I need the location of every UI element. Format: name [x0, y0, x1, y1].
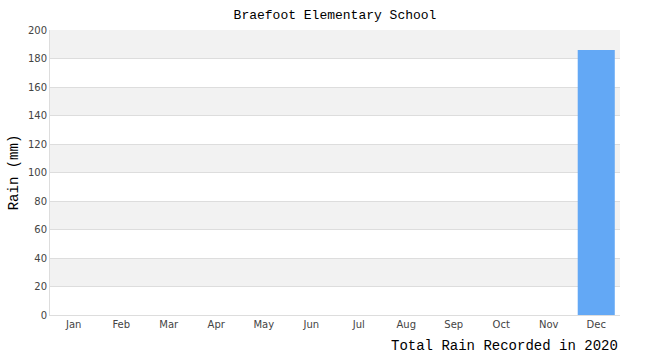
svg-text:40: 40 [34, 253, 47, 264]
svg-text:Oct: Oct [493, 319, 510, 330]
svg-text:Apr: Apr [208, 319, 226, 330]
svg-text:Aug: Aug [396, 319, 416, 330]
svg-text:180: 180 [28, 53, 47, 64]
svg-text:Braefoot Elementary School: Braefoot Elementary School [234, 8, 437, 23]
svg-text:120: 120 [28, 139, 47, 150]
svg-text:May: May [253, 319, 274, 330]
svg-text:100: 100 [28, 167, 47, 178]
svg-text:20: 20 [34, 281, 47, 292]
svg-text:Nov: Nov [539, 319, 559, 330]
svg-text:Feb: Feb [112, 319, 130, 330]
svg-text:200: 200 [28, 25, 47, 36]
svg-text:Dec: Dec [587, 319, 606, 330]
svg-text:Mar: Mar [159, 319, 179, 330]
svg-text:0: 0 [41, 310, 47, 321]
svg-text:Rain (mm): Rain (mm) [6, 135, 22, 211]
svg-text:Sep: Sep [444, 319, 463, 330]
svg-text:140: 140 [28, 110, 47, 121]
svg-text:Jul: Jul [352, 319, 365, 330]
svg-text:80: 80 [34, 196, 47, 207]
svg-text:160: 160 [28, 82, 47, 93]
svg-text:60: 60 [34, 224, 47, 235]
svg-text:Jan: Jan [65, 319, 81, 330]
svg-text:Total Rain Recorded in 2020: Total Rain Recorded in 2020 [391, 338, 618, 354]
svg-text:Jun: Jun [302, 319, 319, 330]
